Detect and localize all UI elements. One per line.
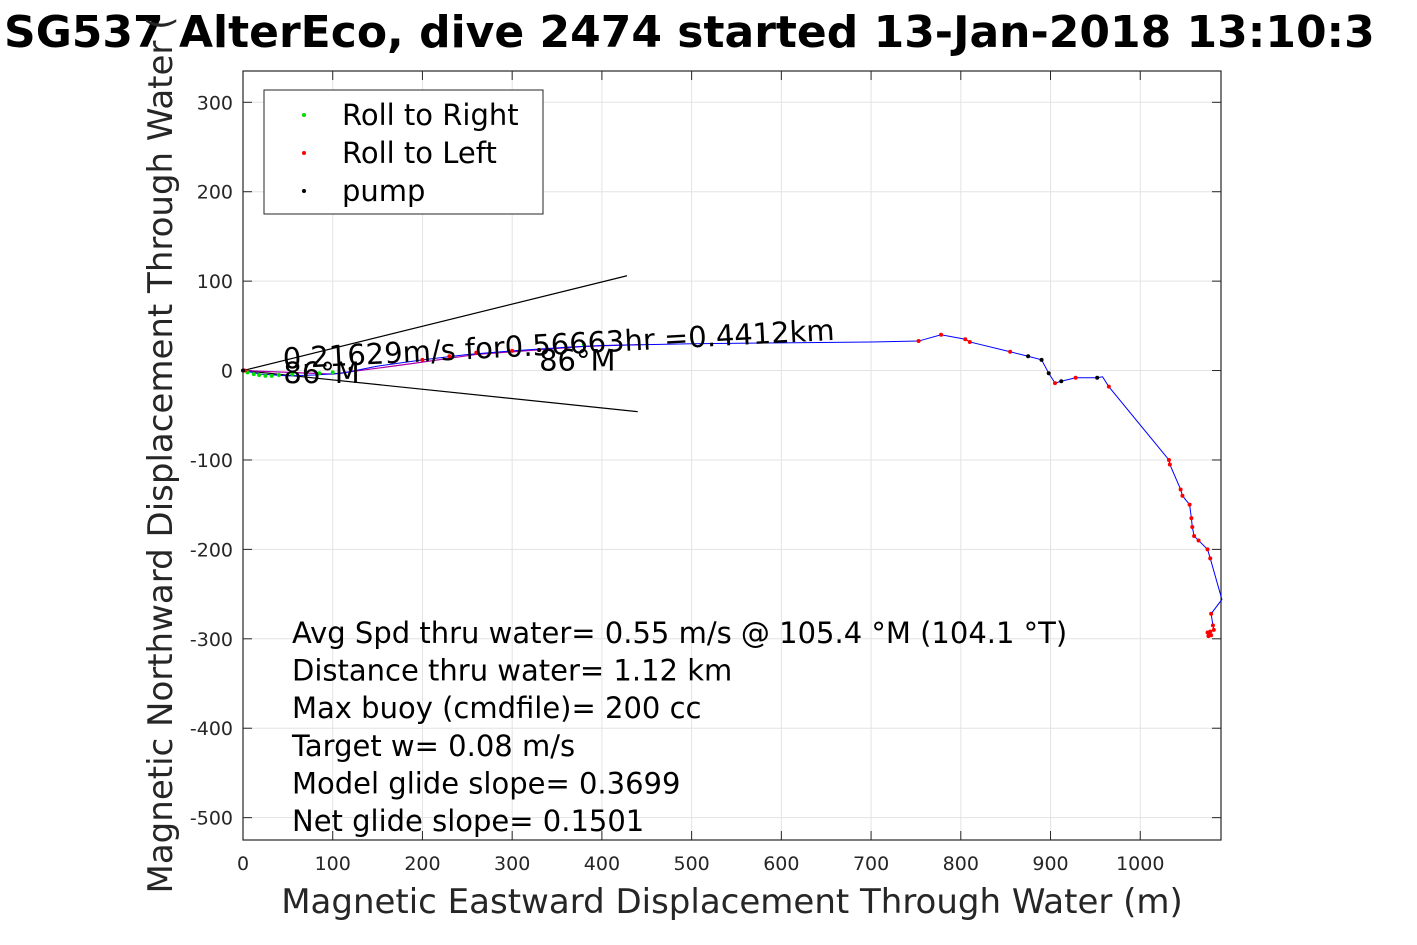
x-tick-labels: 0 100 200 300 400 500 600 700 800 900 1000 (237, 853, 1164, 875)
pump-point (1039, 357, 1044, 362)
roll-right-point (290, 372, 295, 377)
roll-right-point (257, 373, 262, 378)
roll-left-point (1073, 375, 1078, 380)
pump-point (537, 347, 542, 352)
roll-left-point (447, 354, 452, 359)
y-tick-label: 100 (197, 271, 233, 293)
plot-frame (242, 70, 1222, 841)
roll-left-point (1196, 538, 1201, 543)
roll-left-point (1208, 556, 1213, 561)
pump-point (348, 366, 353, 371)
legend-label-roll-right: Roll to Right (342, 98, 519, 132)
roll-left-point (1053, 381, 1058, 386)
x-tick-label: 0 (237, 853, 249, 875)
roll-left-point (1180, 493, 1185, 498)
roll-left-point (916, 339, 921, 344)
x-tick-label: 900 (1032, 853, 1068, 875)
roll-left-point (1167, 462, 1172, 467)
x-tick-label: 600 (763, 853, 799, 875)
pump-point (1026, 354, 1031, 359)
x-tick-label: 500 (673, 853, 709, 875)
y-axis-label: Magnetic Northward Displacement Through … (141, 17, 181, 894)
roll-left-point (420, 357, 425, 362)
roll-right-point (251, 372, 256, 377)
heading-line (242, 275, 628, 372)
roll-left-point (1205, 547, 1210, 552)
roll-left-point (1178, 487, 1183, 492)
x-tick-label: 1000 (1116, 853, 1164, 875)
dive-statistics: Avg Spd thru water= 0.55 m/s @ 105.4 °M … (291, 616, 1067, 838)
roll-left-point (1210, 623, 1215, 628)
pump-point (1046, 371, 1051, 376)
x-axis-label: Magnetic Eastward Displacement Through W… (281, 882, 1183, 922)
roll-left-point (1209, 611, 1214, 616)
y-tick-label: 200 (197, 182, 233, 204)
tick-marks (242, 71, 1221, 840)
y-tick-label: 0 (221, 361, 233, 383)
roll-left-point (1166, 457, 1171, 462)
x-tick-label: 400 (584, 853, 620, 875)
pump-point (241, 368, 245, 373)
plot-content (241, 275, 1223, 639)
y-tick-label: -200 (190, 539, 233, 561)
roll-left-point (1192, 533, 1197, 538)
roll-left-point (1205, 630, 1210, 635)
x-tick-label: 100 (315, 853, 351, 875)
x-tick-label: 700 (853, 853, 889, 875)
roll-left-point (963, 337, 968, 342)
roll-right-point (269, 373, 274, 378)
legend-marker-pump (302, 189, 306, 193)
legend-label-pump: pump (342, 174, 425, 208)
roll-right-point (317, 371, 322, 376)
roll-right-point (330, 370, 335, 375)
roll-right-point (303, 371, 308, 376)
stat-line: Net glide slope= 0.1501 (292, 804, 644, 838)
x-tick-label: 200 (404, 853, 440, 875)
heading-annotation: 86°M (539, 344, 615, 378)
roll-left-point (1206, 634, 1211, 639)
legend: Roll to Right Roll to Left pump (263, 89, 544, 215)
roll-left-point (1211, 627, 1216, 632)
stat-line: Target w= 0.08 m/s (291, 729, 575, 763)
roll-left-point (1189, 516, 1194, 521)
roll-left-point (967, 339, 972, 344)
legend-marker-roll-left (302, 151, 306, 155)
pump-point (1059, 379, 1064, 384)
y-tick-label: -300 (190, 629, 233, 651)
roll-left-point (510, 348, 515, 353)
x-tick-label: 300 (494, 853, 530, 875)
pump-point (1095, 375, 1100, 380)
y-tick-labels: 300 200 100 0 -100 -200 -300 -400 -500 (190, 92, 233, 829)
heading-line (242, 369, 638, 413)
heading-annotation: 86°M (283, 356, 359, 390)
roll-left-point (939, 332, 944, 337)
roll-left-point (1187, 502, 1192, 507)
legend-label-roll-left: Roll to Left (342, 136, 497, 170)
y-tick-label: -100 (190, 450, 233, 472)
roll-left-point (1190, 525, 1195, 530)
y-tick-label: -500 (190, 808, 233, 830)
stat-line: Avg Spd thru water= 0.55 m/s @ 105.4 °M … (292, 616, 1067, 650)
stat-line: Max buoy (cmdfile)= 200 cc (292, 691, 701, 725)
roll-left-point (1008, 349, 1013, 354)
stat-line: Distance thru water= 1.12 km (292, 654, 732, 688)
chart-title: SG537 AlterEco, dive 2474 started 13-Jan… (4, 7, 1375, 58)
y-tick-label: 300 (197, 92, 233, 114)
stat-line: Model glide slope= 0.3699 (292, 766, 680, 800)
x-tick-label: 800 (943, 853, 979, 875)
roll-right-point (581, 342, 586, 347)
legend-box (263, 89, 544, 215)
roll-left-point (474, 350, 479, 355)
y-tick-label: -400 (190, 718, 233, 740)
roll-right-point (263, 373, 268, 378)
roll-right-point (276, 373, 281, 378)
roll-left-point (1106, 384, 1111, 389)
legend-marker-roll-right (302, 113, 306, 117)
